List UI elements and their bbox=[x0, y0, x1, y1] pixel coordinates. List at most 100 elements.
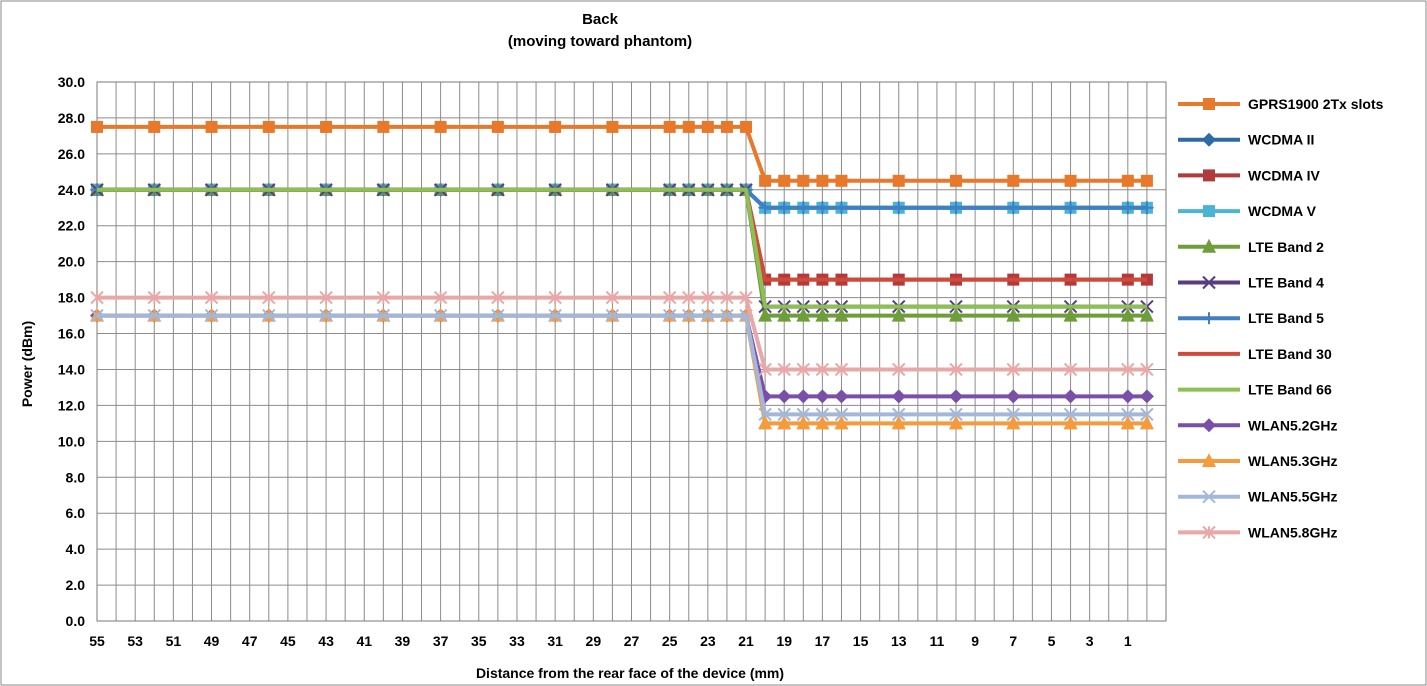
x-tick-label: 21 bbox=[738, 633, 754, 649]
legend-label: LTE Band 30 bbox=[1248, 346, 1332, 362]
data-point bbox=[1120, 389, 1135, 404]
x-tick-label: 11 bbox=[930, 633, 945, 649]
data-point bbox=[950, 201, 963, 214]
legend-entry: LTE Band 4 bbox=[1178, 275, 1324, 291]
data-point bbox=[682, 290, 696, 305]
y-tick-label: 26.0 bbox=[58, 146, 85, 162]
data-point bbox=[950, 174, 963, 187]
y-tick-label: 18.0 bbox=[58, 290, 85, 306]
data-point bbox=[1007, 201, 1020, 214]
legend-label: LTE Band 4 bbox=[1248, 275, 1324, 291]
x-tick-label: 45 bbox=[280, 633, 296, 649]
data-point bbox=[434, 120, 447, 133]
data-point bbox=[835, 201, 848, 214]
data-point bbox=[949, 362, 963, 377]
x-tick-label: 27 bbox=[624, 633, 640, 649]
series-line bbox=[97, 124, 1147, 183]
series-wlan5-8ghz bbox=[90, 290, 1154, 377]
data-point bbox=[1203, 169, 1215, 182]
legend-label: WLAN5.2GHz bbox=[1248, 417, 1337, 433]
series-line bbox=[97, 313, 1147, 417]
data-point bbox=[891, 389, 906, 404]
data-point bbox=[834, 389, 849, 404]
x-tick-label: 5 bbox=[1048, 633, 1056, 649]
series-gprs1900-2tx-slots bbox=[91, 120, 1153, 187]
data-point bbox=[1007, 174, 1020, 187]
y-tick-label: 2.0 bbox=[66, 577, 86, 593]
data-point bbox=[796, 415, 811, 430]
series-lte-band-66 bbox=[97, 187, 1147, 309]
data-point bbox=[433, 308, 448, 323]
data-point bbox=[1202, 418, 1216, 433]
data-point bbox=[682, 308, 696, 323]
data-point bbox=[1063, 415, 1078, 430]
data-point bbox=[1140, 201, 1153, 214]
data-point bbox=[1202, 453, 1216, 467]
data-point bbox=[90, 290, 104, 305]
x-tick-label: 9 bbox=[971, 633, 979, 649]
data-point bbox=[262, 120, 275, 133]
data-point bbox=[815, 407, 830, 422]
data-point bbox=[816, 201, 829, 214]
y-tick-label: 24.0 bbox=[58, 182, 85, 198]
x-tick-label: 13 bbox=[891, 633, 907, 649]
data-point bbox=[891, 415, 906, 430]
data-point bbox=[778, 174, 791, 187]
legend-entry: LTE Band 5 bbox=[1178, 310, 1324, 326]
data-point bbox=[720, 290, 734, 305]
data-point bbox=[433, 290, 448, 305]
data-point bbox=[1202, 132, 1216, 147]
data-point bbox=[1203, 98, 1215, 110]
x-tick-label: 29 bbox=[586, 633, 602, 649]
data-point bbox=[1121, 201, 1134, 214]
data-point bbox=[891, 307, 906, 322]
data-point bbox=[796, 307, 811, 322]
x-tick-label: 51 bbox=[166, 633, 182, 649]
data-point bbox=[796, 362, 811, 377]
legend-entry: WLAN5.2GHz bbox=[1178, 417, 1337, 433]
x-tick-label: 17 bbox=[815, 633, 831, 649]
data-point bbox=[720, 308, 734, 323]
series-lines bbox=[90, 120, 1154, 430]
y-tick-label: 22.0 bbox=[58, 218, 85, 234]
data-point bbox=[834, 362, 849, 377]
data-point bbox=[796, 389, 811, 404]
data-point bbox=[740, 120, 753, 133]
data-point bbox=[663, 120, 676, 133]
data-point bbox=[319, 308, 333, 323]
x-tick-label: 53 bbox=[127, 633, 143, 649]
y-axis-ticks: 0.0 2.0 4.0 6.0 8.0 10.0 12.0 14.0 16.0 18.0 20.0 2… bbox=[58, 74, 85, 629]
data-point bbox=[605, 308, 620, 323]
plot-area bbox=[96, 81, 1167, 622]
data-point bbox=[778, 201, 791, 214]
x-tick-label: 39 bbox=[395, 633, 411, 649]
data-point bbox=[1140, 299, 1154, 314]
legend-label: LTE Band 5 bbox=[1248, 310, 1324, 326]
legend-label: LTE Band 2 bbox=[1248, 239, 1324, 255]
legend-entry: LTE Band 30 bbox=[1178, 346, 1332, 362]
data-point bbox=[204, 290, 219, 305]
legend-label: WLAN5.5GHz bbox=[1248, 489, 1337, 505]
data-point bbox=[1121, 407, 1135, 422]
data-point bbox=[759, 174, 772, 187]
y-tick-label: 0.0 bbox=[66, 613, 86, 629]
data-point bbox=[90, 308, 104, 323]
y-tick-label: 14.0 bbox=[58, 361, 85, 377]
data-point bbox=[1006, 389, 1021, 404]
data-point bbox=[1139, 415, 1154, 430]
data-point bbox=[662, 308, 677, 323]
data-point bbox=[815, 307, 830, 322]
x-axis-ticks: 55 53 51 49 47 45 43 41 39 37 35 33 31 29 27 25 23 21 19 17… bbox=[89, 633, 1132, 649]
data-point bbox=[1006, 362, 1020, 377]
series-line bbox=[97, 295, 1147, 372]
data-point bbox=[949, 407, 963, 422]
data-point bbox=[1120, 415, 1135, 430]
data-point bbox=[1139, 389, 1154, 404]
legend-label: WLAN5.3GHz bbox=[1248, 453, 1337, 469]
legend-label: WCDMA II bbox=[1248, 132, 1314, 148]
x-axis-title: Distance from the rear face of the devic… bbox=[476, 665, 784, 681]
data-point bbox=[1121, 362, 1135, 377]
data-point bbox=[1202, 275, 1216, 290]
data-point bbox=[148, 120, 161, 133]
